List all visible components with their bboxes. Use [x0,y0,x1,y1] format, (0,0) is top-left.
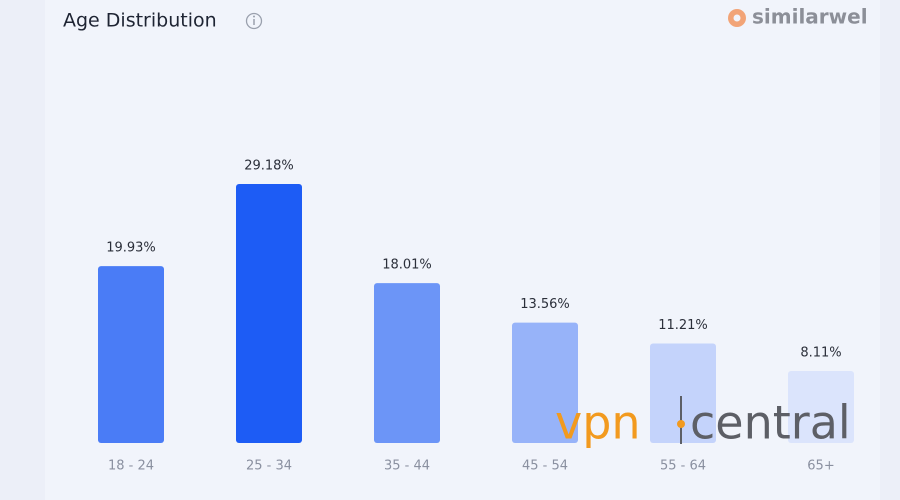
value-label: 11.21% [658,318,708,333]
chart-title: Age Distribution [63,10,217,32]
x-tick-label: 55 - 64 [660,459,706,474]
x-tick-label: 18 - 24 [108,459,154,474]
x-tick-label: 25 - 34 [246,459,292,474]
bar [512,322,578,443]
watermark-vpn: vpn [555,396,641,450]
bar [374,283,440,443]
value-label: 8.11% [800,346,841,361]
brand-logo: similarwel [728,5,868,29]
bar [650,343,716,443]
value-label: 18.01% [382,258,432,273]
watermark: vpn central [555,396,851,450]
panel [45,0,880,500]
watermark-central: central [690,396,851,450]
info-icon[interactable] [245,12,263,30]
x-tick-label: 65+ [807,459,834,474]
bar [236,184,302,443]
value-label: 29.18% [244,159,294,174]
value-label: 13.56% [520,297,570,312]
bar [98,266,164,443]
brand-name: similarwel [752,5,868,29]
x-tick-label: 45 - 54 [522,459,568,474]
x-tick-label: 35 - 44 [384,459,430,474]
value-label: 19.93% [106,241,156,256]
bar [788,371,854,443]
